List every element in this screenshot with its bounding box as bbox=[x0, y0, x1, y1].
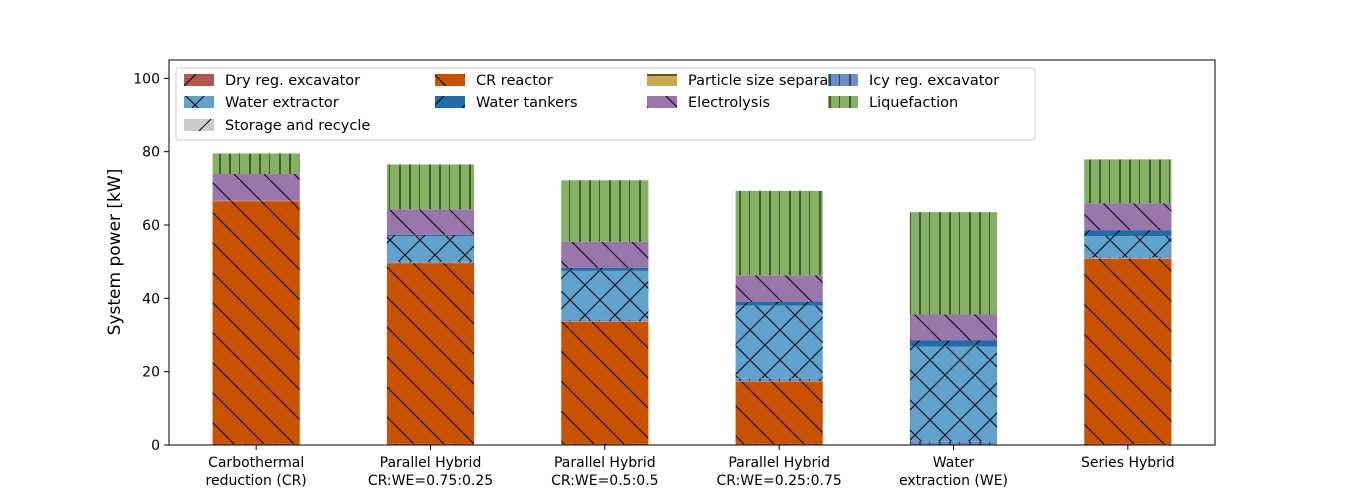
legend-swatch bbox=[184, 96, 214, 108]
bar-segment bbox=[561, 321, 649, 444]
legend-item: Water tankers bbox=[435, 95, 578, 111]
bar-segment bbox=[909, 346, 998, 442]
plot-frame bbox=[168, 59, 1216, 446]
legend-item: Icy reg. excavator bbox=[828, 73, 999, 89]
legend-label: CR reactor bbox=[476, 73, 553, 89]
bar-segment bbox=[212, 443, 300, 445]
legend-swatch bbox=[647, 74, 677, 86]
bar-segment bbox=[386, 236, 475, 262]
bar-segment bbox=[909, 212, 998, 315]
x-tick-label: Parallel Hybrid CR:WE=0.5:0.5 bbox=[551, 455, 658, 489]
legend-swatch bbox=[828, 74, 858, 86]
bar-segment bbox=[735, 443, 823, 445]
y-tick-label: 20 bbox=[142, 365, 160, 381]
bar-segment bbox=[735, 190, 823, 276]
legend-label: Electrolysis bbox=[688, 95, 770, 111]
legend-box bbox=[175, 67, 1036, 141]
bar-segment bbox=[1084, 258, 1172, 444]
bar-segment bbox=[386, 443, 475, 445]
legend-label: Particle size separators bbox=[688, 73, 856, 89]
bars-layer bbox=[212, 153, 1172, 445]
bar-segment bbox=[212, 174, 300, 201]
bar-segment bbox=[386, 234, 475, 236]
bar-segment bbox=[561, 180, 649, 242]
y-axis: 0 20 40 60 80 100 bbox=[133, 71, 169, 454]
bar-segment bbox=[909, 314, 998, 341]
bar-segment bbox=[561, 241, 649, 268]
bar-segment bbox=[561, 267, 649, 271]
bar-segment bbox=[1084, 159, 1172, 204]
bar-segment bbox=[561, 270, 649, 320]
legend-swatch bbox=[184, 74, 214, 86]
legend-swatch bbox=[184, 119, 214, 131]
bar-segment bbox=[735, 378, 823, 382]
legend-item: Particle size separators bbox=[647, 73, 856, 89]
y-tick-label: 0 bbox=[151, 438, 160, 454]
y-tick-label: 80 bbox=[142, 145, 160, 161]
x-tick-label: Parallel Hybrid CR:WE=0.25:0.75 bbox=[717, 455, 842, 489]
bar-segment bbox=[1084, 230, 1172, 236]
legend-label: Icy reg. excavator bbox=[869, 73, 999, 89]
y-tick-label: 60 bbox=[142, 218, 160, 234]
y-tick-label: 100 bbox=[133, 71, 160, 87]
bar-segment bbox=[735, 302, 823, 306]
legend-item: Storage and recycle bbox=[184, 118, 370, 134]
legend-swatch bbox=[435, 74, 465, 86]
bar-segment bbox=[561, 319, 649, 322]
bar-segment bbox=[212, 201, 300, 444]
x-axis: Carbothermal reduction (CR) Parallel Hybri… bbox=[206, 445, 1175, 489]
legend-item: Liquefaction bbox=[828, 95, 958, 111]
legend-label: Water extractor bbox=[225, 95, 339, 111]
bar-segment bbox=[909, 340, 998, 347]
legend-item: Electrolysis bbox=[647, 95, 770, 111]
legend-swatch bbox=[435, 96, 465, 108]
legend-label: Storage and recycle bbox=[225, 118, 370, 134]
legend-label: Dry reg. excavator bbox=[225, 73, 360, 89]
bar-segment bbox=[909, 441, 998, 445]
bar-segment bbox=[386, 261, 475, 263]
x-tick-label: Water extraction (WE) bbox=[899, 455, 1008, 489]
legend-label: Liquefaction bbox=[869, 95, 958, 111]
bar-segment bbox=[386, 263, 475, 444]
bar-segment bbox=[386, 209, 475, 235]
bar-segment bbox=[735, 381, 823, 444]
legend: Dry reg. excavator CR reactor Particle siz… bbox=[175, 67, 1036, 141]
x-tick-label: Series Hybrid bbox=[1081, 455, 1175, 471]
legend-item: Water extractor bbox=[184, 95, 339, 111]
bar-segment bbox=[561, 443, 649, 445]
x-tick-label: Parallel Hybrid CR:WE=0.75:0.25 bbox=[368, 455, 493, 489]
bar-segment bbox=[1084, 443, 1172, 445]
bar-segment bbox=[212, 153, 300, 175]
y-tick-label: 40 bbox=[142, 291, 160, 307]
bar-segment bbox=[735, 305, 823, 379]
legend-label: Water tankers bbox=[476, 95, 578, 111]
legend-item: CR reactor bbox=[435, 73, 553, 89]
bar-segment bbox=[386, 164, 475, 210]
bar-segment bbox=[1084, 203, 1172, 231]
legend-swatch bbox=[828, 96, 858, 108]
bar-segment bbox=[1084, 236, 1172, 258]
legend-swatch bbox=[647, 96, 677, 108]
bar-segment bbox=[735, 275, 823, 302]
x-tick-label: Carbothermal reduction (CR) bbox=[206, 455, 307, 489]
legend-item: Dry reg. excavator bbox=[184, 73, 360, 89]
bar-segment bbox=[1084, 257, 1172, 259]
y-axis-title: System power [kW] bbox=[105, 169, 125, 336]
